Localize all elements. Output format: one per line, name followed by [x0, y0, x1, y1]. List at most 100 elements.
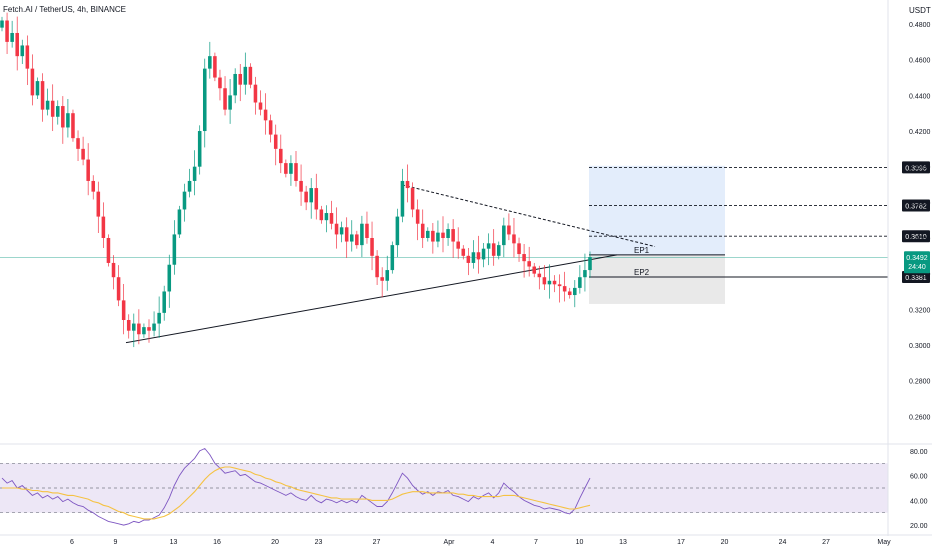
price-tick-label: 0.3000	[909, 343, 931, 350]
candle-body	[578, 277, 582, 288]
candle-body	[55, 106, 60, 117]
candle-body	[177, 209, 182, 235]
candle-body	[101, 216, 106, 238]
candle-body	[481, 248, 486, 260]
candle-body	[360, 223, 364, 246]
level-label-2: 0.3610	[905, 234, 927, 241]
candle-body	[466, 255, 471, 263]
resistance-trendline	[401, 184, 656, 248]
candle-body	[380, 277, 384, 281]
candle-body	[349, 234, 354, 242]
candle-body	[233, 73, 237, 96]
time-tick-label: 20	[721, 539, 729, 546]
candle-body	[557, 284, 562, 287]
candle-body	[319, 209, 324, 221]
candle-body	[496, 245, 501, 256]
candle-body	[162, 291, 166, 313]
candle-body	[486, 243, 491, 249]
candle-body	[344, 227, 349, 242]
support-trendline	[125, 254, 618, 344]
candle-body	[329, 213, 334, 224]
candle-body	[76, 138, 80, 149]
candle-body	[0, 20, 4, 28]
candle-body	[126, 319, 131, 331]
candle-body	[507, 225, 511, 235]
candle-body	[426, 230, 430, 238]
candle-body	[431, 230, 435, 242]
candle-body	[410, 188, 415, 210]
time-tick-label: 10	[576, 539, 584, 546]
time-tick-label: May	[877, 539, 891, 546]
stop-zone	[589, 254, 725, 304]
candle-body	[284, 163, 288, 174]
candle-body	[491, 243, 496, 256]
candle-body	[547, 280, 552, 285]
candle-body	[517, 243, 521, 255]
candle-body	[583, 270, 587, 278]
candle-body	[405, 180, 410, 189]
price-tick-label: 0.3400	[909, 272, 931, 279]
candle-body	[258, 102, 263, 110]
candle-body	[552, 280, 557, 285]
level-badge-1	[902, 199, 930, 212]
candle-body	[132, 323, 136, 331]
current-price-countdown: 24:40	[908, 264, 926, 271]
candle-body	[71, 113, 75, 139]
candle-body	[390, 245, 395, 271]
candle-body	[192, 166, 197, 181]
candle-body	[187, 180, 192, 192]
candle-body	[512, 234, 516, 244]
entry-labels: EP1 EP2	[634, 246, 650, 277]
candle-body	[121, 300, 126, 320]
candle-body	[567, 291, 572, 296]
candle-body	[314, 188, 319, 210]
candle-body	[45, 100, 50, 110]
candle-body	[299, 180, 303, 192]
candle-body	[10, 32, 14, 42]
candle-body	[152, 323, 156, 331]
candle-body	[5, 20, 9, 42]
candle-body	[197, 131, 202, 167]
candle-body	[147, 327, 151, 331]
candle-body	[573, 287, 577, 296]
target-zone	[589, 165, 725, 255]
rsi-series-ma	[2, 466, 591, 520]
candle-body	[268, 120, 273, 135]
candle-body	[81, 148, 85, 160]
price-axis: 0.2600 0.2800 0.3000 0.3200 0.3400 0.3600 0.38…	[887, 0, 931, 536]
candle-body	[476, 252, 481, 260]
candle-body	[441, 232, 445, 238]
candle-body	[542, 277, 547, 285]
time-tick-label: 24	[779, 539, 787, 546]
candle-body	[35, 81, 40, 96]
price-tick-label: 0.3200	[909, 307, 931, 314]
candle-body	[172, 234, 177, 265]
candle-body	[309, 188, 313, 203]
candles	[0, 12, 592, 348]
level-badge-3	[902, 271, 930, 284]
candle-body	[324, 213, 329, 221]
price-tick-label: 0.4600	[909, 58, 931, 65]
candle-body	[436, 232, 440, 242]
currency-label: USDT	[909, 6, 931, 15]
time-tick-label: 9	[114, 539, 118, 546]
price-tick-label: 0.3800	[909, 200, 931, 207]
price-tick-label: 0.3600	[909, 236, 931, 243]
candle-body	[253, 84, 258, 103]
current-price-badge	[904, 251, 930, 274]
candle-body	[157, 312, 161, 324]
level-badge-2	[902, 230, 930, 243]
candle-body	[96, 191, 101, 217]
candle-body	[223, 88, 227, 110]
level-label-0: 0.3996	[905, 165, 927, 172]
candle-body	[279, 148, 283, 164]
entry-label-ep1: EP1	[634, 246, 650, 255]
candle-body	[527, 261, 531, 267]
candle-body	[182, 191, 187, 210]
candle-body	[66, 113, 70, 128]
candle-body	[40, 81, 45, 110]
time-tick-label: 4	[491, 539, 495, 546]
candle-body	[30, 68, 35, 96]
time-tick-label: 27	[373, 539, 381, 546]
